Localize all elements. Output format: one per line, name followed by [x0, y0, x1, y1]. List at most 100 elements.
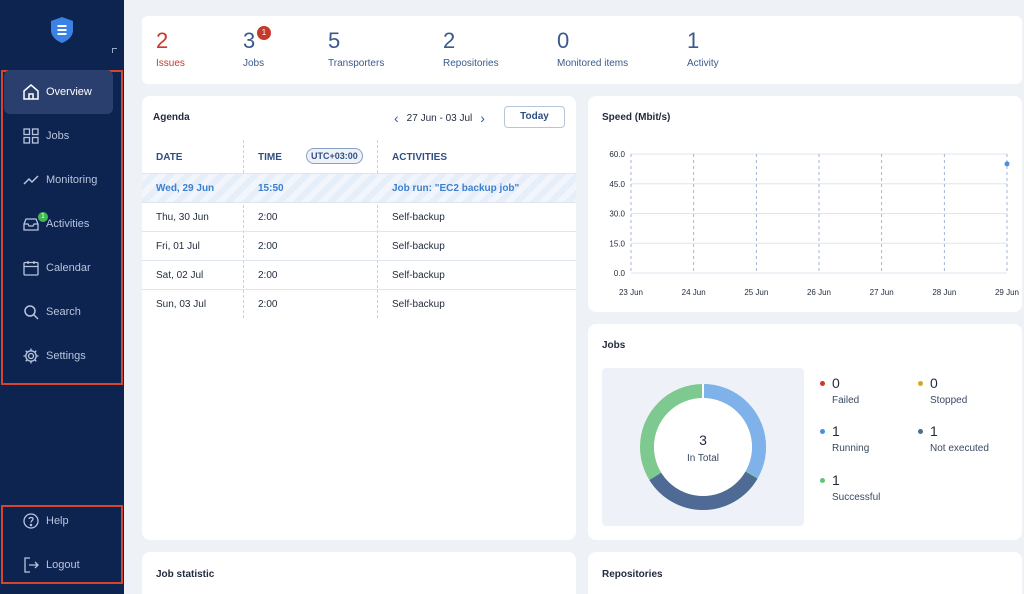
- logout-icon: [24, 557, 39, 573]
- x-tick-label: 27 Jun: [870, 288, 894, 297]
- calendar-icon: [23, 261, 39, 276]
- chevron-right-icon[interactable]: ›: [480, 110, 485, 126]
- legend-failed[interactable]: 0 Failed: [820, 375, 859, 406]
- stat-label: Issues: [156, 58, 185, 69]
- y-tick-label: 30.0: [609, 210, 625, 219]
- data-point: [1004, 161, 1010, 167]
- stat-value: 1: [687, 28, 700, 53]
- cell-date: Fri, 01 Jul: [156, 241, 200, 252]
- legend-dot: [820, 380, 825, 386]
- sidebar-item-logout[interactable]: Logout: [4, 543, 113, 587]
- header-time[interactable]: TIME: [258, 152, 282, 163]
- stat-value: 5: [328, 28, 341, 53]
- stat-label: Jobs: [243, 58, 265, 69]
- legend-value: 1: [832, 423, 840, 439]
- cell-date: Thu, 30 Jun: [156, 212, 209, 223]
- x-tick-label: 28 Jun: [932, 288, 956, 297]
- stat-monitored-items[interactable]: 0 Monitored items: [557, 28, 628, 69]
- cell-activity: Self-backup: [392, 212, 445, 223]
- x-tick-label: 24 Jun: [682, 288, 706, 297]
- sidebar-item-settings[interactable]: Settings: [4, 334, 113, 378]
- table-row[interactable]: Thu, 30 Jun 2:00 Self-backup: [142, 203, 576, 232]
- stat-activity[interactable]: 1 Activity: [687, 28, 719, 69]
- help-icon: [23, 513, 39, 529]
- sidebar-item-calendar[interactable]: Calendar: [4, 246, 113, 290]
- stat-jobs[interactable]: 3 1 Jobs: [243, 26, 271, 69]
- sidebar-item-jobs[interactable]: Jobs: [4, 114, 113, 158]
- legend-label: Successful: [832, 492, 881, 503]
- legend-dot: [918, 428, 923, 434]
- jobs-title: Jobs: [602, 340, 626, 351]
- gear-icon: [23, 348, 39, 364]
- legend-stopped[interactable]: 0 Stopped: [918, 375, 967, 406]
- legend-label: Running: [832, 443, 870, 454]
- cell-activity: Job run: "EC2 backup job": [392, 183, 520, 194]
- header-date[interactable]: DATE: [156, 152, 183, 163]
- sidebar-item-label: Activities: [46, 218, 90, 230]
- sidebar-item-activities[interactable]: 1 Activities: [4, 202, 113, 246]
- y-tick-label: 60.0: [609, 150, 625, 159]
- agenda-range: 27 Jun - 03 Jul: [406, 112, 473, 124]
- stat-repositories[interactable]: 2 Repositories: [443, 28, 499, 69]
- sidebar-item-label: Logout: [46, 559, 80, 571]
- speed-title: Speed (Mbit/s): [602, 112, 671, 123]
- stat-value: 3: [243, 28, 256, 53]
- speed-card: Speed (Mbit/s) 60.0 45.0 30.0 15.0 0.0 23 Jun…: [588, 96, 1022, 312]
- table-row[interactable]: Wed, 29 Jun 15:50 Job run: "EC2 backup j…: [142, 174, 576, 203]
- x-tick-label: 29 Jun: [995, 288, 1019, 297]
- stat-label: Monitored items: [557, 58, 629, 69]
- cell-activity: Self-backup: [392, 241, 445, 252]
- cell-date: Wed, 29 Jun: [156, 183, 215, 194]
- sidebar-item-help[interactable]: Help: [4, 499, 113, 543]
- repositories-title: Repositories: [602, 569, 663, 580]
- search-icon: [24, 305, 39, 320]
- sidebar-item-monitoring[interactable]: Monitoring: [4, 158, 113, 202]
- legend-successful[interactable]: 1 Successful: [820, 472, 880, 503]
- stat-value: 2: [443, 28, 456, 53]
- jobs-count-badge: 1: [257, 26, 271, 40]
- logo-icon: [51, 17, 73, 43]
- sidebar: Overview Jobs Monitoring 1 Activities Ca…: [0, 0, 124, 594]
- sidebar-item-overview[interactable]: Overview: [4, 70, 113, 114]
- job-statistic-card: Job statistic: [142, 552, 576, 594]
- legend-label: Stopped: [930, 395, 968, 406]
- x-tick-label: 23 Jun: [619, 288, 643, 297]
- speed-chart: 60.0 45.0 30.0 15.0 0.0 23 Jun 24 Jun 25 Jun 26 …: [609, 150, 1019, 297]
- stat-issues[interactable]: 2 Issues: [156, 28, 185, 69]
- y-tick-label: 45.0: [609, 180, 625, 189]
- sidebar-item-search[interactable]: Search: [4, 290, 113, 334]
- column-divider: [377, 140, 378, 318]
- activities-badge: 1: [38, 212, 48, 222]
- legend-running[interactable]: 1 Running: [820, 423, 869, 454]
- y-tick-label: 0.0: [614, 269, 626, 278]
- y-tick-label: 15.0: [609, 239, 625, 248]
- legend-not-executed[interactable]: 1 Not executed: [918, 423, 989, 454]
- agenda-date-nav: ‹ 27 Jun - 03 Jul ›: [394, 110, 485, 126]
- stat-value: 0: [557, 28, 570, 53]
- sidebar-item-label: Calendar: [46, 262, 91, 274]
- table-row[interactable]: Fri, 01 Jul 2:00 Self-backup: [142, 232, 576, 261]
- jobs-donut-chart: [640, 384, 766, 510]
- header-activities[interactable]: ACTIVITIES: [392, 152, 448, 163]
- grid-icon: [23, 128, 39, 144]
- column-divider: [243, 140, 244, 318]
- chevron-left-icon[interactable]: ‹: [394, 110, 399, 126]
- collapse-icon[interactable]: [112, 48, 117, 53]
- legend-value: 1: [930, 423, 938, 439]
- table-row[interactable]: Sun, 03 Jul 2:00 Self-backup: [142, 290, 576, 319]
- cell-date: Sat, 02 Jul: [156, 270, 204, 281]
- legend-value: 0: [832, 375, 840, 391]
- donut-panel: 3 In Total: [602, 368, 804, 526]
- table-row[interactable]: Sat, 02 Jul 2:00 Self-backup: [142, 261, 576, 290]
- today-button[interactable]: Today: [504, 106, 565, 128]
- inbox-icon: [23, 218, 39, 231]
- stat-label: Transporters: [328, 58, 385, 69]
- legend-label: Failed: [832, 395, 860, 406]
- cell-activity: Self-backup: [392, 270, 445, 281]
- donut-segment-running: [640, 384, 766, 510]
- legend-label: Not executed: [930, 443, 989, 454]
- jobs-total-label: In Total: [686, 453, 720, 464]
- timezone-badge[interactable]: UTC+03:00: [306, 148, 363, 164]
- jobs-total: 3: [699, 432, 707, 448]
- stat-transporters[interactable]: 5 Transporters: [328, 28, 384, 69]
